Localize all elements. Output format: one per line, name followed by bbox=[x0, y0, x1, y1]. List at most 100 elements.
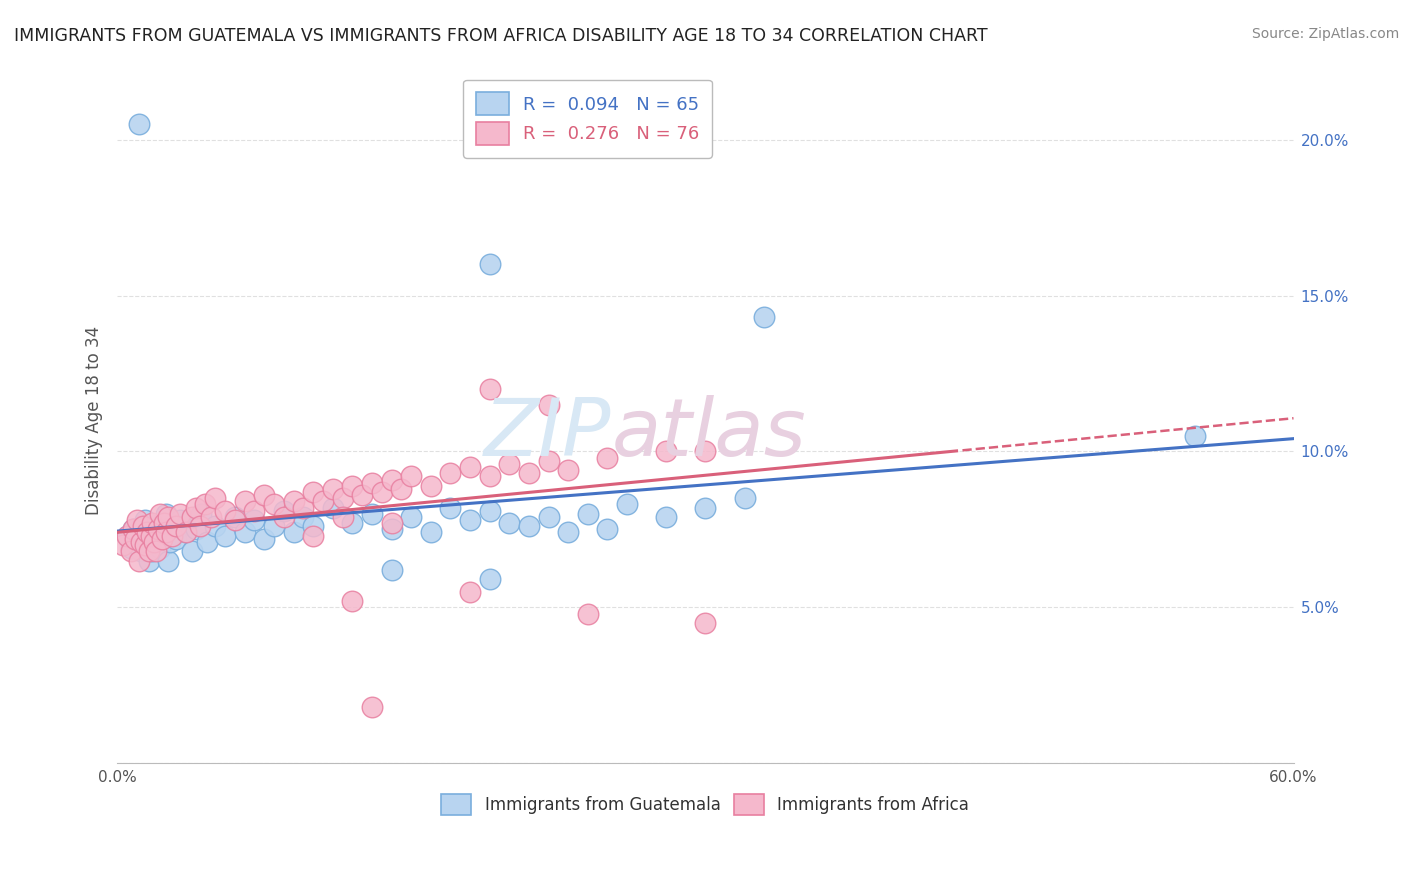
Text: IMMIGRANTS FROM GUATEMALA VS IMMIGRANTS FROM AFRICA DISABILITY AGE 18 TO 34 CORR: IMMIGRANTS FROM GUATEMALA VS IMMIGRANTS … bbox=[14, 27, 987, 45]
Text: atlas: atlas bbox=[612, 395, 806, 473]
Point bbox=[263, 498, 285, 512]
Point bbox=[149, 541, 172, 555]
Point bbox=[129, 534, 152, 549]
Point bbox=[381, 516, 404, 530]
Point bbox=[233, 525, 256, 540]
Point bbox=[135, 538, 157, 552]
Point bbox=[224, 509, 246, 524]
Point bbox=[478, 257, 501, 271]
Point bbox=[458, 513, 481, 527]
Point bbox=[139, 528, 162, 542]
Point bbox=[655, 509, 678, 524]
Point bbox=[134, 538, 156, 552]
Point bbox=[184, 500, 207, 515]
Point bbox=[332, 491, 354, 506]
Point bbox=[129, 544, 152, 558]
Point bbox=[557, 525, 579, 540]
Point bbox=[135, 525, 157, 540]
Point bbox=[128, 553, 150, 567]
Point bbox=[243, 504, 266, 518]
Point bbox=[174, 525, 197, 540]
Point bbox=[112, 538, 135, 552]
Point bbox=[141, 516, 163, 530]
Point bbox=[302, 519, 325, 533]
Point bbox=[122, 522, 145, 536]
Point bbox=[517, 467, 540, 481]
Legend: Immigrants from Guatemala, Immigrants from Africa: Immigrants from Guatemala, Immigrants fr… bbox=[433, 785, 977, 823]
Point bbox=[153, 528, 176, 542]
Point bbox=[138, 544, 160, 558]
Point bbox=[302, 528, 325, 542]
Point bbox=[381, 473, 404, 487]
Point bbox=[498, 457, 520, 471]
Point bbox=[134, 513, 156, 527]
Point bbox=[322, 500, 344, 515]
Point bbox=[125, 538, 148, 552]
Point bbox=[131, 528, 153, 542]
Point bbox=[143, 534, 166, 549]
Point bbox=[184, 522, 207, 536]
Point bbox=[695, 500, 717, 515]
Point bbox=[381, 563, 404, 577]
Point bbox=[734, 491, 756, 506]
Point bbox=[139, 532, 162, 546]
Point bbox=[537, 398, 560, 412]
Point bbox=[361, 507, 384, 521]
Point bbox=[204, 491, 226, 506]
Point bbox=[188, 519, 211, 533]
Point bbox=[169, 513, 191, 527]
Text: ZIP: ZIP bbox=[484, 395, 612, 473]
Point bbox=[478, 469, 501, 483]
Point bbox=[381, 522, 404, 536]
Point bbox=[169, 507, 191, 521]
Point bbox=[352, 488, 374, 502]
Point bbox=[292, 500, 315, 515]
Point bbox=[292, 509, 315, 524]
Point bbox=[165, 519, 187, 533]
Point bbox=[557, 463, 579, 477]
Point bbox=[145, 534, 167, 549]
Point bbox=[159, 534, 181, 549]
Point bbox=[141, 544, 163, 558]
Point bbox=[149, 507, 172, 521]
Point bbox=[273, 509, 295, 524]
Point bbox=[596, 522, 619, 536]
Point bbox=[200, 509, 222, 524]
Point bbox=[180, 509, 202, 524]
Point bbox=[695, 444, 717, 458]
Point bbox=[419, 479, 441, 493]
Point bbox=[537, 454, 560, 468]
Point bbox=[302, 485, 325, 500]
Point bbox=[195, 534, 218, 549]
Point bbox=[180, 544, 202, 558]
Point bbox=[253, 488, 276, 502]
Point bbox=[115, 528, 138, 542]
Point bbox=[122, 522, 145, 536]
Point bbox=[243, 513, 266, 527]
Point bbox=[332, 509, 354, 524]
Point bbox=[160, 519, 183, 533]
Point bbox=[576, 507, 599, 521]
Point bbox=[157, 553, 180, 567]
Point bbox=[128, 522, 150, 536]
Point bbox=[458, 460, 481, 475]
Point bbox=[214, 528, 236, 542]
Point bbox=[143, 522, 166, 536]
Point bbox=[283, 494, 305, 508]
Point bbox=[576, 607, 599, 621]
Point bbox=[120, 541, 142, 555]
Point bbox=[160, 528, 183, 542]
Point bbox=[155, 507, 177, 521]
Point bbox=[439, 500, 461, 515]
Point bbox=[155, 525, 177, 540]
Point bbox=[224, 513, 246, 527]
Point bbox=[253, 532, 276, 546]
Point bbox=[401, 469, 423, 483]
Point bbox=[153, 516, 176, 530]
Point bbox=[273, 504, 295, 518]
Point bbox=[342, 479, 364, 493]
Point bbox=[165, 532, 187, 546]
Point bbox=[204, 519, 226, 533]
Point bbox=[145, 544, 167, 558]
Point bbox=[616, 498, 638, 512]
